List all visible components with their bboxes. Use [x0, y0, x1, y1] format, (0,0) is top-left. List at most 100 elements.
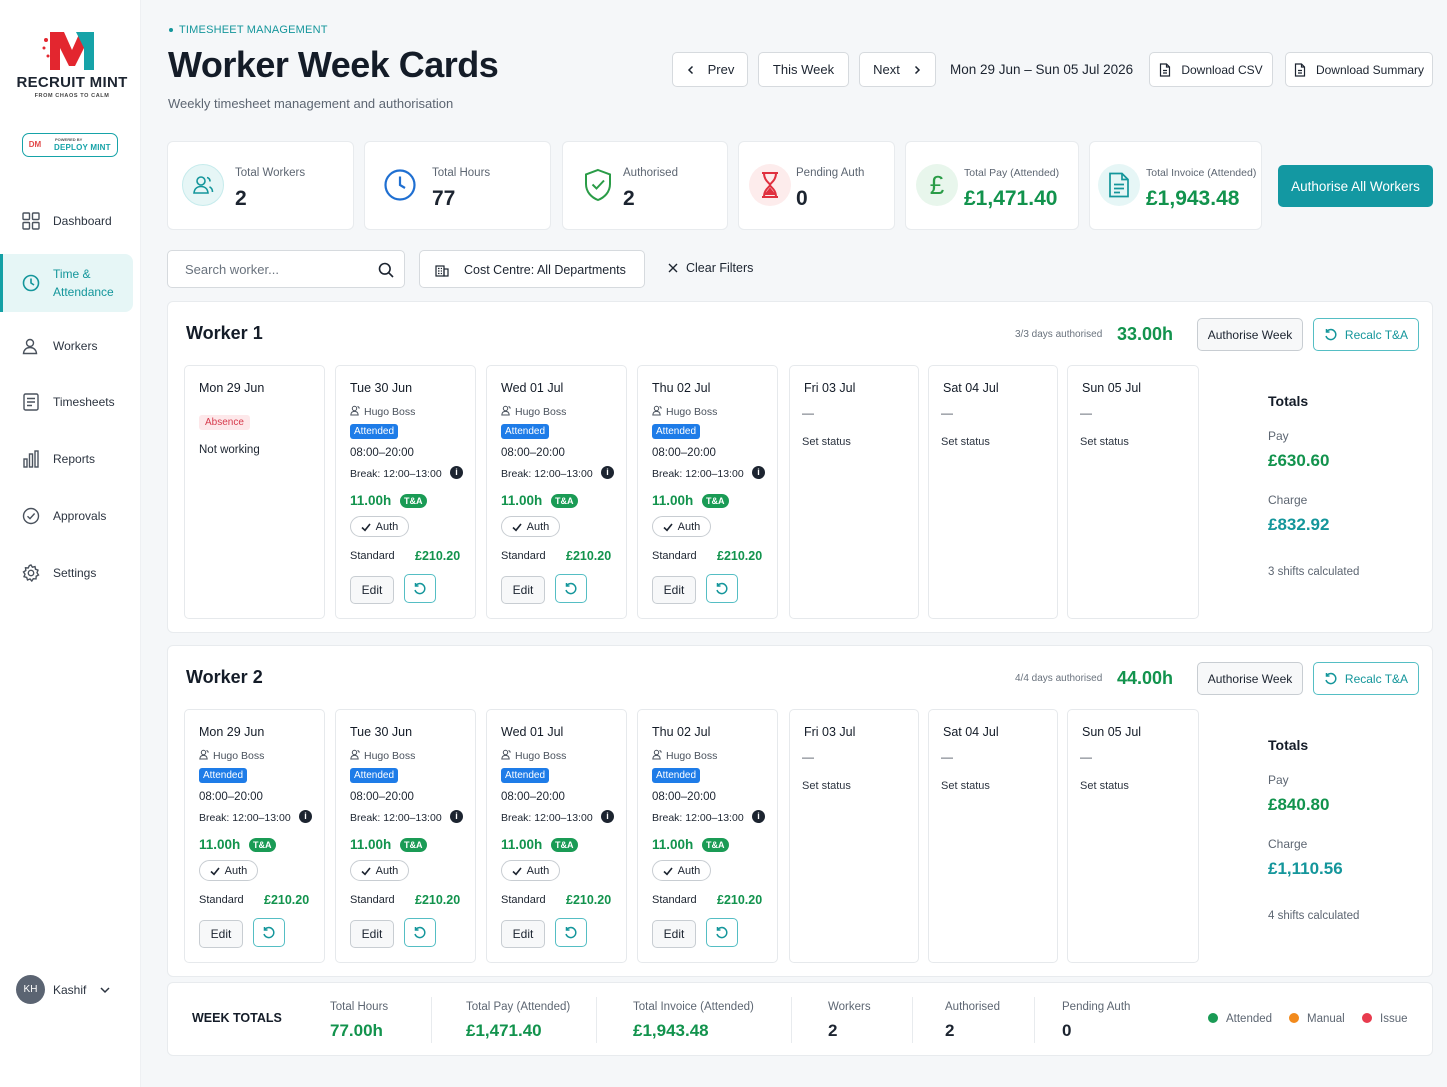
auth-chip[interactable]: Auth	[501, 516, 560, 537]
set-status-link[interactable]: Set status	[802, 780, 851, 792]
day-date: Thu 02 Jul	[652, 725, 711, 739]
stat-value: 77	[432, 187, 456, 210]
auth-chip[interactable]: Auth	[199, 860, 258, 881]
edit-label: Edit	[663, 583, 685, 597]
set-status-link[interactable]: Set status	[941, 780, 990, 792]
auth-label: Auth	[677, 864, 701, 877]
edit-button[interactable]: Edit	[501, 576, 545, 604]
brand-tagline: FROM CHAOS TO CALM	[34, 93, 110, 99]
edit-button[interactable]: Edit	[350, 576, 394, 604]
reset-shift-button[interactable]	[404, 918, 436, 947]
shift-time: 08:00–20:00	[199, 791, 263, 803]
set-status-link[interactable]: Set status	[1080, 780, 1129, 792]
day-date: Fri 03 Jul	[804, 725, 856, 739]
day-date: Wed 01 Jul	[501, 725, 564, 739]
search-input[interactable]	[168, 251, 368, 287]
info-icon[interactable]: i	[450, 466, 463, 479]
info-icon[interactable]: i	[752, 810, 765, 823]
nav-timesheets[interactable]: Timesheets	[0, 378, 133, 426]
worker-totals: Totals Pay £630.60 Charge £832.92 3 shif…	[1238, 365, 1423, 619]
chevron-down-icon	[100, 987, 110, 994]
nav-label: Time & Attendance	[53, 267, 114, 299]
recalc-ta-button[interactable]: Recalc T&A	[1313, 662, 1419, 695]
edit-button[interactable]: Edit	[199, 920, 243, 948]
shift-hours: 11.00h	[652, 837, 694, 852]
hourglass-icon	[749, 164, 791, 206]
day-date: Mon 29 Jun	[199, 381, 265, 395]
nav-label: Workers	[53, 339, 98, 353]
nav-reports[interactable]: Reports	[0, 435, 133, 483]
authorise-week-button[interactable]: Authorise Week	[1197, 662, 1303, 695]
set-status-link[interactable]: Set status	[1080, 436, 1129, 448]
info-icon[interactable]: i	[450, 810, 463, 823]
nav-settings[interactable]: Settings	[0, 549, 133, 597]
brand-name: RECRUIT MINT	[16, 74, 128, 91]
this-week-button[interactable]: This Week	[758, 52, 849, 87]
next-week-button[interactable]: Next	[859, 52, 936, 87]
edit-button[interactable]: Edit	[652, 920, 696, 948]
day-cell: Mon 29 Jun Absence Not working	[184, 365, 325, 619]
refresh-icon	[1325, 672, 1337, 684]
shift-hours: 11.00h	[199, 837, 241, 852]
attended-badge: Attended	[652, 768, 701, 783]
shifts-calculated: 3 shifts calculated	[1268, 566, 1360, 578]
auth-chip[interactable]: Auth	[652, 516, 711, 537]
edit-button[interactable]: Edit	[350, 920, 394, 948]
nav-approvals[interactable]: Approvals	[0, 492, 133, 540]
legend-dot	[1362, 1013, 1372, 1023]
recalc-label: Recalc T&A	[1344, 327, 1409, 342]
info-icon[interactable]: i	[752, 466, 765, 479]
edit-button[interactable]: Edit	[652, 576, 696, 604]
client-label: Hugo Boss	[213, 750, 265, 762]
download-csv-button[interactable]: Download CSV	[1149, 52, 1273, 87]
logo-mark-icon	[42, 32, 94, 70]
authorise-week-button[interactable]: Authorise Week	[1197, 318, 1303, 351]
stat-pending-auth: Pending Auth 0	[738, 141, 895, 230]
stat-label: Total Pay (Attended)	[964, 167, 1060, 179]
client-label: Hugo Boss	[364, 406, 416, 418]
user-menu[interactable]: KH Kashif	[16, 975, 126, 1007]
check-icon	[361, 523, 371, 531]
recruit-mint-logo[interactable]: RECRUIT MINT FROM CHAOS TO CALM	[16, 26, 128, 102]
day-cell: Fri 03 Jul — Set status	[789, 365, 919, 619]
set-status-link[interactable]: Set status	[802, 436, 851, 448]
shift-amount: £210.20	[566, 549, 612, 563]
days-row: Mon 29 Jun Absence Not working Tue 30 Jun Hu…	[168, 365, 1434, 625]
set-status-link[interactable]: Set status	[941, 436, 990, 448]
edit-button[interactable]: Edit	[501, 920, 545, 948]
person-icon	[350, 405, 360, 416]
day-cell: Sun 05 Jul — Set status	[1067, 365, 1199, 619]
info-icon[interactable]: i	[299, 810, 312, 823]
nav-workers[interactable]: Workers	[0, 322, 133, 370]
auth-chip[interactable]: Auth	[350, 860, 409, 881]
empty-dash: —	[802, 406, 814, 420]
auth-chip[interactable]: Auth	[501, 860, 560, 881]
prev-week-button[interactable]: Prev	[672, 52, 748, 87]
clear-filters-button[interactable]: Clear Filters	[668, 261, 753, 275]
reset-shift-button[interactable]	[706, 574, 738, 603]
cost-centre-filter[interactable]: Cost Centre: All Departments	[419, 250, 645, 288]
empty-dash: —	[941, 406, 953, 420]
nav-dashboard[interactable]: Dashboard	[0, 197, 133, 245]
reset-shift-button[interactable]	[404, 574, 436, 603]
recalc-ta-button[interactable]: Recalc T&A	[1313, 318, 1419, 351]
auth-chip[interactable]: Auth	[652, 860, 711, 881]
pay-label: Pay	[1268, 773, 1289, 787]
total-label: Total Hours	[330, 1001, 389, 1013]
reset-shift-button[interactable]	[555, 574, 587, 603]
info-icon[interactable]: i	[601, 810, 614, 823]
charge-value: £832.92	[1268, 515, 1330, 534]
search-icon[interactable]	[378, 262, 394, 278]
rate-type: Standard	[350, 550, 395, 562]
recalc-label: Recalc T&A	[1344, 671, 1409, 686]
download-summary-button[interactable]: Download Summary	[1285, 52, 1433, 87]
reset-shift-button[interactable]	[706, 918, 738, 947]
total-label: Workers	[828, 1001, 871, 1013]
rate-type: Standard	[199, 894, 244, 906]
auth-chip[interactable]: Auth	[350, 516, 409, 537]
authorise-all-button[interactable]: Authorise All Workers	[1278, 165, 1433, 207]
reset-shift-button[interactable]	[555, 918, 587, 947]
reset-shift-button[interactable]	[253, 918, 285, 947]
info-icon[interactable]: i	[601, 466, 614, 479]
nav-time-attendance[interactable]: Time & Attendance	[0, 254, 133, 312]
